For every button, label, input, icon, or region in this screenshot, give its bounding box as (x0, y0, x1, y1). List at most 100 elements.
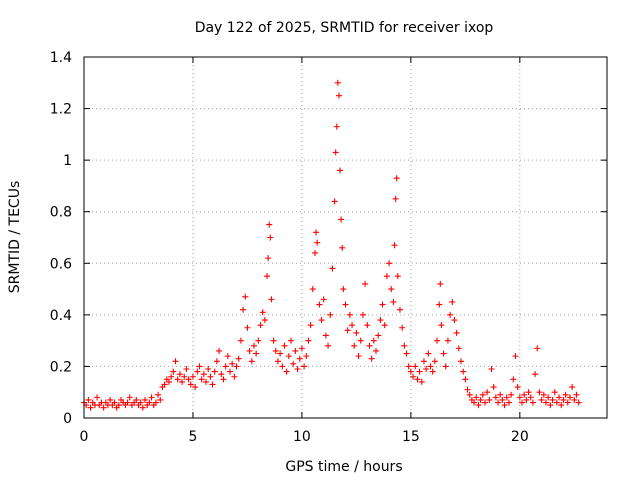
grid-lines (84, 57, 607, 418)
data-point (342, 301, 349, 308)
data-point (152, 399, 159, 406)
data-point (209, 381, 216, 388)
data-point (388, 286, 395, 293)
data-point (142, 396, 149, 403)
data-point (503, 394, 510, 401)
data-point (366, 342, 373, 349)
data-point (486, 396, 493, 403)
data-point (534, 345, 541, 352)
data-point (479, 391, 486, 398)
data-point (192, 384, 199, 391)
data-point (205, 366, 212, 373)
data-point (560, 396, 567, 403)
data-point (414, 376, 421, 383)
data-point (94, 394, 101, 401)
data-point (519, 399, 526, 406)
data-point (189, 373, 196, 380)
data-point (364, 322, 371, 329)
data-point (222, 363, 229, 370)
data-point (438, 322, 445, 329)
data-point (412, 363, 419, 370)
data-point (368, 355, 375, 362)
data-point (516, 394, 523, 401)
data-point (575, 399, 582, 406)
data-point (403, 350, 410, 357)
x-tick-labels: 0 5 10 15 20 (80, 429, 529, 445)
data-point (264, 273, 271, 280)
y-tick-label: 0 (63, 411, 72, 427)
data-point (174, 376, 181, 383)
data-point (440, 350, 447, 357)
data-point (115, 402, 122, 409)
data-point (229, 360, 236, 367)
x-tick-label: 10 (293, 429, 311, 445)
data-point (137, 399, 144, 406)
data-point (100, 404, 107, 411)
data-point (437, 280, 444, 287)
data-point (161, 381, 168, 388)
data-point (318, 317, 325, 324)
data-point (332, 149, 339, 156)
data-point (196, 363, 203, 370)
data-point (211, 368, 218, 375)
data-point (255, 337, 262, 344)
data-point (220, 376, 227, 383)
data-point (344, 327, 351, 334)
data-point (334, 79, 341, 86)
data-point (261, 317, 268, 324)
data-point (362, 280, 369, 287)
data-point (244, 324, 251, 331)
data-point (314, 239, 321, 246)
data-point (335, 92, 342, 99)
data-point (298, 345, 305, 352)
data-point (146, 399, 153, 406)
data-point (484, 389, 491, 396)
data-point (346, 311, 353, 318)
data-point (351, 342, 358, 349)
data-point (266, 221, 273, 228)
data-point (303, 353, 310, 360)
data-point (460, 368, 467, 375)
data-point (444, 337, 451, 344)
data-point (340, 286, 347, 293)
data-point (529, 399, 536, 406)
data-point (285, 353, 292, 360)
y-tick-label: 0.4 (50, 308, 72, 324)
data-point (333, 123, 340, 130)
data-point (505, 399, 512, 406)
chart-title: Day 122 of 2025, SRMTID for receiver ixo… (195, 20, 494, 36)
data-point (569, 384, 576, 391)
data-point (274, 358, 281, 365)
data-point (329, 265, 336, 272)
data-point (357, 337, 364, 344)
data-point (447, 311, 454, 318)
data-point (207, 373, 214, 380)
data-point (453, 329, 460, 336)
data-point (87, 404, 94, 411)
data-point (111, 399, 118, 406)
data-point (508, 391, 515, 398)
data-point (551, 389, 558, 396)
data-point (307, 322, 314, 329)
data-point (172, 358, 179, 365)
data-point (126, 394, 133, 401)
data-point (434, 337, 441, 344)
data-point (250, 342, 257, 349)
axis-ticks (83, 56, 607, 419)
data-points (81, 79, 582, 411)
data-point (139, 404, 146, 411)
data-point (381, 322, 388, 329)
y-tick-label: 1.4 (50, 50, 72, 66)
data-point (525, 389, 532, 396)
data-point (394, 273, 401, 280)
data-point (375, 332, 382, 339)
data-point (294, 366, 301, 373)
data-point (462, 376, 469, 383)
data-point (536, 389, 543, 396)
data-point (527, 394, 534, 401)
data-point (309, 286, 316, 293)
data-point (292, 347, 299, 354)
data-point (259, 309, 266, 316)
data-point (401, 342, 408, 349)
